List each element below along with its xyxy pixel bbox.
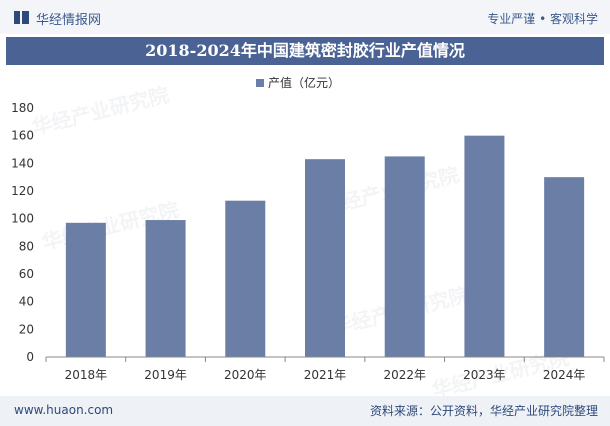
y-axis: 0 20 40 60 80 100 120 140 160 180 bbox=[11, 101, 34, 364]
chart-legend: 产值（亿元） bbox=[256, 75, 340, 90]
x-tick-label: 2018年 bbox=[65, 368, 108, 382]
bar bbox=[225, 200, 266, 357]
bar bbox=[384, 156, 425, 357]
y-tick-label: 140 bbox=[11, 156, 34, 170]
bars bbox=[65, 135, 585, 357]
x-tick-label: 2022年 bbox=[383, 368, 426, 382]
bar bbox=[145, 220, 186, 357]
footer-url[interactable]: www.huaon.com bbox=[14, 403, 114, 417]
bar bbox=[65, 222, 106, 357]
chart-title: 2018-2024年中国建筑密封胶行业产值情况 bbox=[6, 37, 604, 65]
bar bbox=[464, 135, 505, 357]
y-tick-label: 80 bbox=[19, 239, 34, 253]
y-tick-label: 160 bbox=[11, 129, 34, 143]
bar bbox=[544, 177, 585, 357]
legend-swatch bbox=[256, 79, 264, 87]
bar bbox=[305, 159, 345, 357]
x-tick-label: 2021年 bbox=[304, 368, 347, 382]
x-tick-label: 2020年 bbox=[224, 368, 267, 382]
y-tick-label: 100 bbox=[11, 212, 34, 226]
footer: www.huaon.com 资料来源：公开资料，华经产业研究院整理 bbox=[0, 396, 610, 426]
x-axis: 2018年 2019年 2020年 2021年 2022年 2023年 2024年 bbox=[45, 357, 605, 382]
x-tick-label: 2023年 bbox=[463, 368, 506, 382]
y-tick-label: 40 bbox=[19, 295, 34, 309]
x-tick-label: 2019年 bbox=[144, 368, 187, 382]
y-tick-label: 0 bbox=[26, 350, 34, 364]
legend-label: 产值（亿元） bbox=[268, 75, 340, 90]
y-tick-label: 20 bbox=[19, 322, 34, 336]
y-tick-label: 60 bbox=[19, 267, 34, 281]
brand-slogan: 专业严谨 • 客观科学 bbox=[487, 12, 598, 26]
brand-logo-icon bbox=[14, 11, 29, 24]
y-tick-label: 180 bbox=[11, 101, 34, 115]
brand-name: 华经情报网 bbox=[36, 13, 102, 28]
x-tick-label: 2024年 bbox=[543, 368, 586, 382]
footer-source: 资料来源：公开资料，华经产业研究院整理 bbox=[369, 404, 598, 418]
header-bar: 华经情报网 专业严谨 • 客观科学 bbox=[0, 0, 610, 34]
y-tick-label: 120 bbox=[11, 184, 34, 198]
